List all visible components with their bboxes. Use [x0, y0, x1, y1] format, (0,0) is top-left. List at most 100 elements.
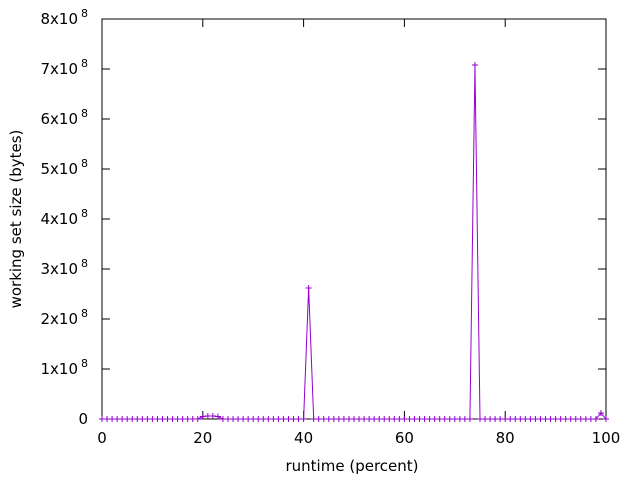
data-point: [482, 416, 489, 422]
data-point: [164, 416, 171, 422]
y-tick-mantissa: 5x10: [40, 160, 78, 178]
data-point: [134, 416, 141, 422]
y-tick-mantissa: 4x10: [40, 210, 78, 228]
x-tick-label: 0: [97, 429, 107, 447]
data-point: [401, 416, 408, 422]
data-point: [361, 416, 368, 422]
data-point: [194, 416, 201, 422]
series-line: [102, 64, 607, 420]
data-point: [300, 416, 307, 422]
data-point: [592, 416, 599, 422]
data-point: [184, 416, 191, 422]
data-point: [396, 416, 403, 422]
data-point: [129, 416, 136, 422]
data-point: [461, 416, 468, 422]
data-point: [225, 416, 231, 422]
data-point: [562, 416, 569, 422]
data-point: [547, 416, 554, 422]
data-point: [305, 285, 312, 291]
y-tick-label: 1x10 8: [40, 357, 88, 378]
y-tick-mantissa: 0: [78, 410, 88, 428]
data-point: [567, 416, 574, 422]
data-point: [255, 416, 262, 422]
y-tick-label: 7x10 8: [40, 57, 88, 78]
x-tick-label: 80: [496, 429, 515, 447]
y-tick-exponent: 8: [81, 7, 88, 20]
data-point: [426, 416, 433, 422]
data-point: [214, 413, 221, 420]
data-point: [356, 416, 363, 422]
data-point: [441, 416, 448, 422]
data-point: [406, 416, 413, 422]
data-point: [497, 416, 504, 422]
y-tick-mantissa: 2x10: [40, 310, 78, 328]
x-tick-label: 20: [193, 429, 212, 447]
data-point: [159, 416, 166, 422]
data-point: [270, 416, 277, 422]
x-axis-title: runtime (percent): [286, 457, 419, 475]
data-point: [204, 413, 211, 419]
x-tick-label: 40: [294, 429, 313, 447]
data-point: [330, 416, 337, 422]
data-point: [119, 416, 126, 422]
data-point: [371, 416, 378, 422]
y-tick-label: 4x10 8: [40, 207, 88, 228]
y-tick-exponent: 8: [81, 257, 88, 270]
data-point: [315, 416, 322, 422]
data-point: [290, 416, 297, 422]
y-tick-label: 8x10 8: [40, 7, 88, 28]
data-point: [109, 416, 116, 422]
data-point: [345, 416, 352, 422]
y-tick-label: 6x10 8: [40, 107, 88, 128]
data-point: [411, 416, 418, 422]
data-point: [603, 416, 609, 422]
data-point: [325, 416, 332, 422]
data-point: [230, 416, 237, 422]
data-point: [114, 416, 121, 422]
data-point: [527, 416, 534, 422]
data-point: [557, 416, 564, 422]
y-axis-title: working set size (bytes): [7, 130, 25, 309]
data-point: [295, 416, 302, 422]
y-tick-label: 0: [78, 410, 88, 428]
data-point: [492, 416, 499, 422]
x-tick-labels: 0 20 40 60 80 100: [97, 429, 620, 447]
data-point: [512, 416, 519, 422]
data-point: [391, 416, 398, 422]
data-point: [507, 416, 514, 422]
data-point: [275, 416, 282, 422]
y-tick-mantissa: 6x10: [40, 110, 78, 128]
data-point: [260, 416, 267, 422]
y-tick-exponent: 8: [81, 57, 88, 70]
x-tick-label: 60: [395, 429, 414, 447]
data-point: [416, 416, 423, 422]
y-tick-label: 3x10 8: [40, 257, 88, 278]
data-point: [209, 413, 216, 419]
data-point: [366, 416, 373, 422]
data-point: [144, 416, 151, 422]
data-point: [587, 416, 594, 422]
y-tick-label: 2x10 8: [40, 307, 88, 328]
data-point: [265, 416, 272, 422]
data-point: [240, 416, 247, 422]
data-point: [149, 416, 156, 422]
data-point: [179, 416, 186, 422]
data-point: [431, 416, 438, 422]
data-point: [250, 416, 257, 422]
data-point: [376, 416, 383, 422]
data-point: [572, 416, 579, 422]
y-tick-exponent: 8: [81, 107, 88, 120]
data-point: [320, 416, 327, 422]
data-point: [436, 416, 443, 422]
y-tick-exponent: 8: [81, 207, 88, 220]
data-point: [235, 416, 242, 422]
plot-frame: [101, 18, 607, 420]
data-point: [552, 416, 559, 422]
data-point: [446, 416, 453, 422]
data-point: [340, 416, 347, 422]
data-point: [104, 416, 111, 422]
data-point: [139, 416, 146, 422]
data-point: [597, 410, 604, 416]
